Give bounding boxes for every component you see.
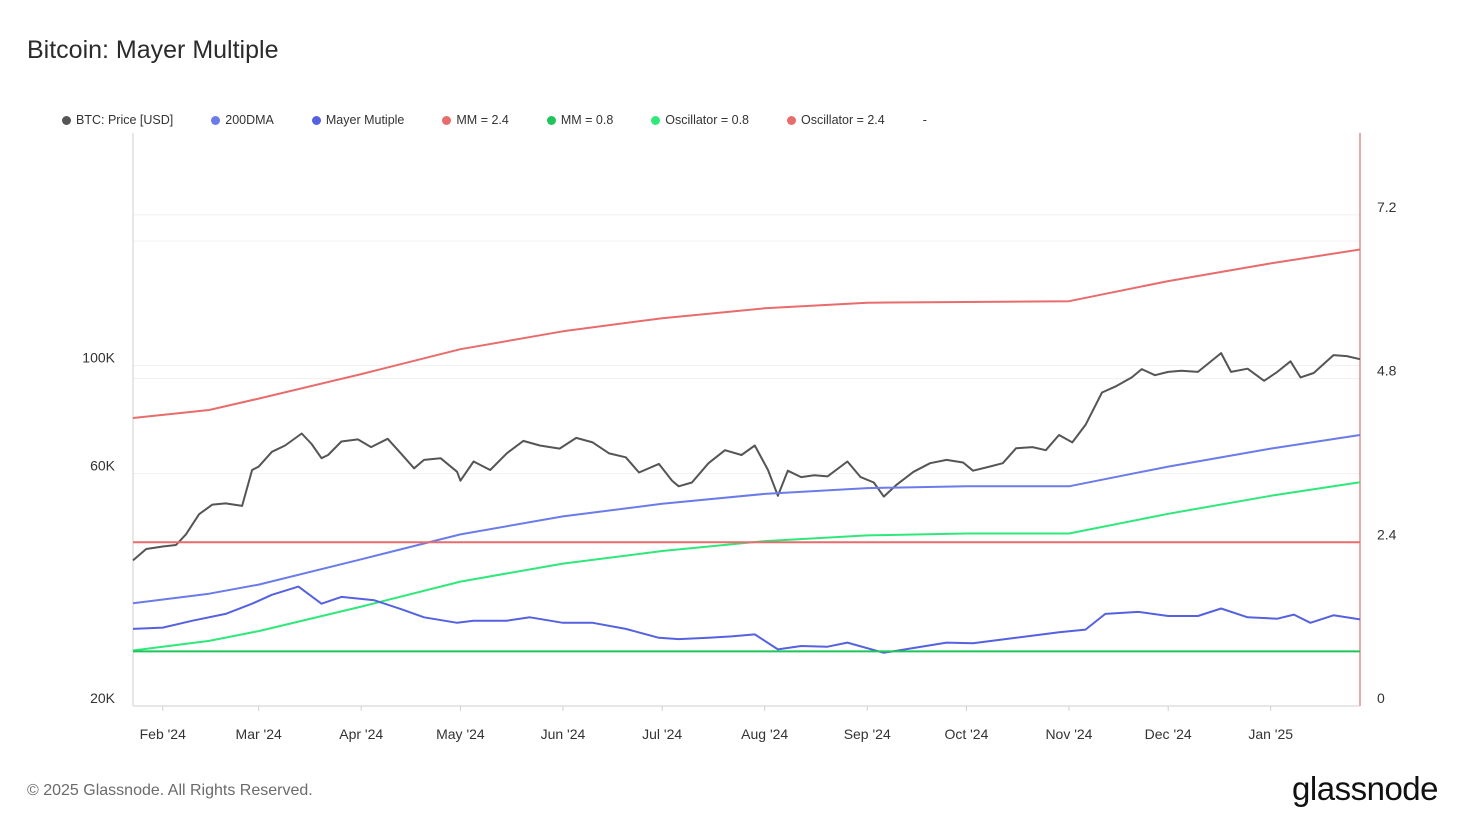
x-tick-label: May '24 [436,726,485,742]
legend-item[interactable]: BTC: Price [USD] [62,113,173,127]
y-right-tick-label: 7.2 [1377,199,1397,215]
x-tick-label: Dec '24 [1145,726,1192,742]
x-tick-label: Oct '24 [944,726,988,742]
y-left-tick-label: 20K [90,690,116,706]
legend-item[interactable]: Oscillator = 0.8 [651,113,749,127]
x-tick-label: Sep '24 [844,726,891,742]
x-tick-label: Nov '24 [1045,726,1092,742]
series-line-oscillator-0-8 [132,481,1361,652]
legend-dot-icon [651,115,661,125]
y-left-tick-label: 60K [90,458,116,474]
legend-dot-icon [62,115,71,125]
x-tick-label: Jan '25 [1248,726,1293,742]
y-left-tick-label: 100K [82,349,115,365]
series-line-oscillator-2-4 [132,248,1361,419]
axes [132,133,1361,707]
y-right-tick-label: 0 [1377,690,1385,706]
series-layer [132,248,1361,654]
x-tick-label: Feb '24 [140,726,186,742]
legend-item[interactable]: - [923,113,927,127]
series-line-200dma [132,434,1361,605]
series-line-btc-price-usd- [132,352,1361,562]
legend-dot-icon [546,115,556,125]
legend-label: Oscillator = 2.4 [801,113,885,127]
x-tick-label: Aug '24 [741,726,788,742]
legend-dot-icon [787,115,797,125]
legend-item[interactable]: 200DMA [211,113,274,127]
legend-label: MM = 0.8 [560,113,614,127]
tick-labels: Feb '24 Mar '24 Apr '24 May '24 Jun '24 Jul '… [82,199,1396,742]
legend-label: Mayer Mutiple [325,113,405,127]
chart-title: Bitcoin: Mayer Multiple [27,36,279,64]
legend-item[interactable]: MM = 2.4 [442,113,509,127]
x-tick-label: Jul '24 [642,726,682,742]
legend-label: 200DMA [225,113,274,127]
grid-lines [133,214,1360,543]
legend-item[interactable]: MM = 0.8 [546,113,614,127]
legend-label: BTC: Price [USD] [76,113,174,127]
y-right-tick-label: 4.8 [1377,363,1397,379]
legend-dot-icon [211,115,221,125]
legend-item[interactable]: Oscillator = 2.4 [787,113,885,127]
x-tick-label: Jun '24 [541,726,586,742]
legend-dot-icon [311,115,321,125]
legend-label: MM = 2.4 [456,113,509,127]
brand-logo: glassnode [1292,770,1438,807]
copyright-text: © 2025 Glassnode. All Rights Reserved. [27,782,313,799]
chart-legend: BTC: Price [USD] 200DMA Mayer Mutiple MM = … [62,113,965,127]
series-line-mayer-mutiple [132,585,1361,654]
legend-item[interactable]: Mayer Mutiple [311,113,405,127]
y-right-tick-label: 2.4 [1377,526,1397,542]
legend-label: Oscillator = 0.8 [665,113,750,127]
legend-label: - [922,113,927,127]
x-tick-label: Mar '24 [236,726,282,742]
x-tick-label: Apr '24 [339,726,383,742]
legend-dot-icon [442,115,452,125]
